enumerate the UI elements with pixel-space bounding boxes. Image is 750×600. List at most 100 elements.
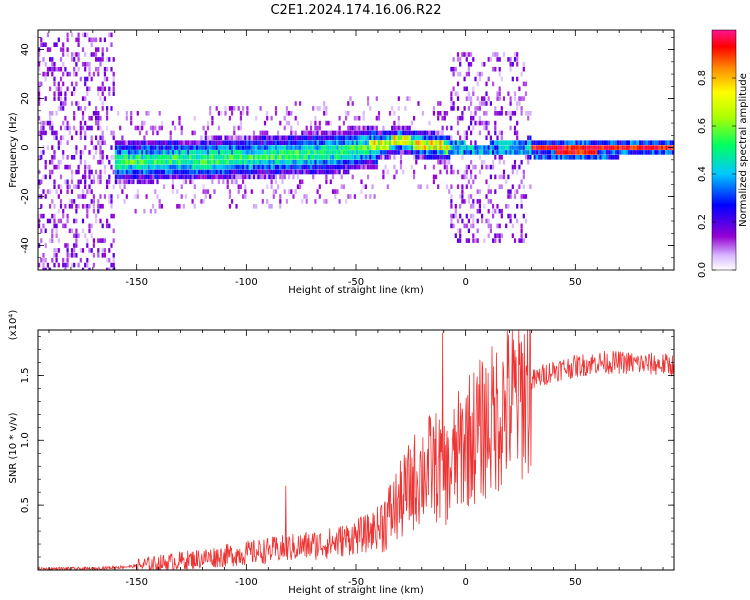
spectrogram-cell [49,120,52,126]
spectrogram-cell [84,96,87,101]
spectrogram-cell [132,155,135,160]
spectrogram-cell [362,125,365,131]
spectrogram-cell [369,135,372,141]
spectrogram-cell [49,125,52,131]
spectrogram-cell [465,52,468,57]
spectrogram-cell [84,169,87,175]
spectrogram-cell [470,150,473,155]
spectrogram-cell [81,248,85,253]
spectrogram-cell [669,140,672,145]
spectrogram-cell [467,238,470,243]
spectrogram-cell [393,120,396,126]
spectrogram-cell [160,140,163,145]
spectrogram-cell [163,159,166,165]
spectrogram-cell [51,228,54,234]
spectrogram-cell [467,125,470,131]
spectrogram-cell [141,164,144,170]
spectrogram-cell [206,164,210,170]
spectrogram-cell [544,140,547,145]
spectrogram-cell [152,169,155,175]
spectrogram-cell [660,145,663,150]
spectrogram-cell [272,145,275,150]
spectrogram-cell [522,62,525,67]
spectrogram-cell [160,159,163,165]
spectrogram-cell [314,155,317,160]
spectrogram-cell [57,262,60,268]
spectrogram-cell [529,140,532,145]
spectrogram-cell [64,91,67,96]
spectrogram-cell [66,32,69,38]
spectrogram-cell [193,140,196,145]
spectrogram-cell [257,150,260,155]
spectrogram-cell [417,145,420,150]
spectrogram-cell [564,150,567,155]
spectrogram-cell [538,145,541,150]
spectrogram-cell [209,111,212,116]
spectrogram-cell [459,233,462,238]
spectrogram-cell [520,179,523,185]
spectrogram-cell [487,150,490,155]
spectrogram-cell [51,169,54,175]
spectrogram-cell [342,120,345,126]
spectrogram-cell [500,140,503,145]
spectrogram-cell [380,150,383,155]
spectrogram-cell [397,115,400,121]
spectrogram-cell [195,140,199,145]
spectrogram-cell [320,145,324,150]
spectrogram-cell [349,130,352,136]
spectrogram-cell [252,169,256,175]
spectrogram-cell [391,150,394,155]
spectrogram-cell [130,120,133,126]
spectrogram-cell [459,145,462,150]
spectrogram-cell [397,145,400,150]
spectrogram-cell [51,71,54,77]
spectrogram-cell [375,96,378,101]
spectrogram-cell [502,169,506,175]
spectrogram-cell [174,164,177,170]
spectrogram-cell [163,150,166,155]
spectrogram-cell [318,194,321,199]
spectrogram-cell [75,228,78,234]
spectrogram-cell [656,150,659,155]
spectrogram-cell [259,150,262,155]
spectrogram-cell [97,159,100,165]
spectrogram-cell [235,159,238,165]
spectrogram-cell [388,130,392,136]
spectrogram-cell [97,91,100,96]
spectrogram-cell [114,140,117,145]
spectrogram-cell [377,130,381,136]
spectrogram-cell [228,174,231,180]
spectrogram-cell [505,140,508,145]
spectrogram-cell [152,130,155,136]
spectrogram-cell [143,169,146,175]
spectrogram-cell [53,42,56,47]
spectrogram-cell [90,199,93,204]
spectrogram-cell [149,125,152,131]
spectrogram-cell [213,140,216,145]
spectrogram-cell [410,140,413,145]
spectrogram-cell [184,164,188,170]
spectrogram-cell [191,169,194,175]
spectrogram-cell [498,86,501,92]
spectrogram-cell [117,159,120,165]
spectrogram-cell [228,155,231,160]
spectrogram-cell [211,150,214,155]
spectrogram-cell [171,140,174,145]
spectrogram-cell [380,130,383,136]
spectrogram-cell [38,213,41,219]
spectrogram-cell [143,155,146,160]
spectrogram-cell [46,262,49,268]
spectrogram-cell [301,150,304,155]
spectrogram-cell [257,169,260,175]
spectrogram-cell [158,199,161,204]
spectrogram-cell [222,145,225,150]
spectrogram-cell [233,179,236,185]
spectrogram-cell [529,184,532,189]
spectrogram-cell [57,37,60,43]
spectrogram-cell [40,213,43,219]
spectrogram-cell [255,169,258,175]
spectrogram-cell [202,125,205,131]
spectrogram-cell [325,140,328,145]
spectrogram-cell [198,169,201,175]
spectrogram-cell [404,106,407,111]
